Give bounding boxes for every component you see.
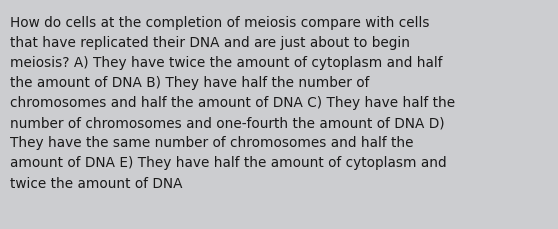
Text: How do cells at the completion of meiosis compare with cells
that have replicate: How do cells at the completion of meiosi… [10,16,455,190]
